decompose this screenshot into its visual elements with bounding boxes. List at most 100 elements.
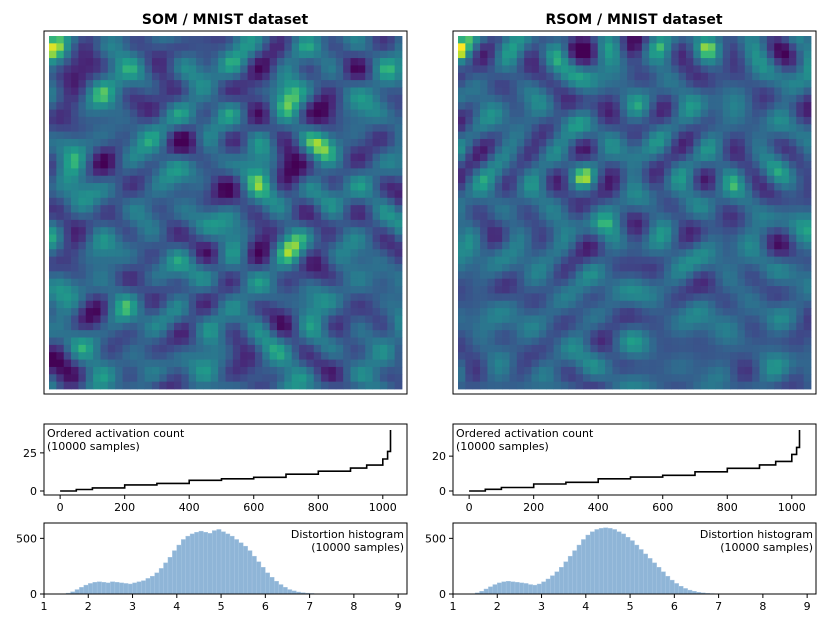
heatmap-cell: [247, 36, 256, 44]
heatmap-cell: [656, 374, 665, 383]
heatmap-cell: [247, 256, 256, 265]
heatmap-cell: [619, 146, 628, 155]
heatmap-cell: [56, 36, 65, 44]
heatmap-cell: [254, 374, 263, 383]
heatmap-cell: [276, 72, 285, 81]
heatmap-cell: [752, 190, 760, 199]
heatmap-cell: [196, 72, 204, 81]
heatmap-cell: [71, 322, 79, 331]
heatmap-cell: [568, 116, 577, 125]
heatmap-cell: [93, 366, 101, 375]
heatmap-cell: [394, 183, 403, 191]
heatmap-cell: [137, 293, 145, 302]
heatmap-cell: [759, 205, 768, 213]
heatmap-cell: [700, 205, 709, 213]
heatmap-cell: [693, 168, 702, 177]
heatmap-cell: [509, 308, 518, 316]
heatmap-cell: [590, 153, 599, 162]
heatmap-cell: [387, 190, 396, 199]
heatmap-cell: [49, 278, 57, 287]
heatmap-cell: [605, 344, 613, 353]
heatmap-cell: [685, 72, 694, 81]
heatmap-cell: [196, 381, 204, 390]
heatmap-cell: [597, 278, 606, 287]
heatmap-cell: [458, 256, 466, 265]
heatmap-cell: [159, 65, 168, 74]
heatmap-cell: [379, 271, 388, 280]
heatmap-cell: [634, 102, 643, 110]
heatmap-cell: [516, 138, 525, 147]
heatmap-cell: [166, 65, 175, 74]
heatmap-cell: [685, 337, 694, 346]
heatmap-cell: [583, 175, 591, 184]
heatmap-cell: [181, 94, 190, 103]
heatmap-cell: [634, 241, 643, 250]
heatmap-cell: [232, 153, 241, 162]
heatmap-cell: [269, 308, 278, 316]
heatmap-cell: [560, 263, 569, 272]
heatmap-cell: [291, 87, 300, 96]
heatmap-cell: [379, 234, 388, 243]
heatmap-cell: [649, 300, 657, 309]
heatmap-cell: [480, 234, 488, 243]
heatmap-cell: [225, 102, 234, 110]
heatmap-cell: [247, 286, 256, 294]
heatmap-cell: [759, 58, 768, 66]
heatmap-cell: [63, 197, 72, 206]
heatmap-cell: [693, 131, 702, 140]
heatmap-cell: [174, 50, 182, 59]
heatmap-cell: [379, 116, 388, 125]
heatmap-cell: [774, 72, 782, 81]
heatmap-cell: [232, 241, 241, 250]
heatmap-cell: [788, 58, 797, 66]
heatmap-cell: [590, 322, 599, 331]
heatmap-cell: [722, 190, 731, 199]
heatmap-cell: [85, 183, 94, 191]
heatmap-cell: [247, 263, 256, 272]
heatmap-cell: [299, 337, 307, 346]
histogram-bar: [163, 562, 169, 595]
heatmap-cell: [247, 102, 256, 110]
heatmap-cell: [174, 153, 182, 162]
heatmap-cell: [752, 322, 760, 331]
heatmap-cell: [649, 249, 657, 258]
heatmap-cell: [56, 168, 65, 177]
histogram-bar: [154, 572, 160, 595]
heatmap-cell: [553, 241, 562, 250]
heatmap-cell: [634, 352, 643, 360]
heatmap-cell: [502, 359, 510, 368]
heatmap-cell: [708, 36, 716, 44]
heatmap-cell: [759, 131, 768, 140]
heatmap-cell: [328, 293, 337, 302]
heatmap-cell: [372, 175, 381, 184]
heatmap-cell: [708, 190, 716, 199]
heatmap-cell: [306, 374, 315, 383]
heatmap-cell: [509, 315, 518, 324]
heatmap-cell: [509, 65, 518, 74]
heatmap-cell: [627, 234, 635, 243]
heatmap-cell: [71, 153, 79, 162]
heatmap-cell: [306, 308, 315, 316]
heatmap-cell: [538, 102, 547, 110]
heatmap-cell: [472, 271, 481, 280]
heatmap-cell: [115, 227, 123, 235]
heatmap-cell: [634, 43, 643, 52]
heatmap-cell: [509, 337, 518, 346]
heatmap-cell: [291, 352, 300, 360]
heatmap-cell: [232, 263, 241, 272]
histogram-bar: [185, 535, 191, 595]
heatmap-cell: [560, 359, 569, 368]
heatmap-cell: [766, 72, 775, 81]
heatmap-cell: [759, 374, 768, 383]
heatmap-cell: [196, 116, 204, 125]
heatmap-cell: [71, 278, 79, 287]
heatmap-cell: [656, 249, 665, 258]
heatmap-cell: [174, 36, 182, 44]
heatmap-cell: [129, 153, 138, 162]
heatmap-cell: [649, 94, 657, 103]
heatmap-cell: [350, 381, 359, 390]
heatmap-cell: [306, 146, 315, 155]
heatmap-cell: [93, 87, 101, 96]
heatmap-cell: [115, 381, 123, 390]
heatmap-cell: [71, 168, 79, 177]
